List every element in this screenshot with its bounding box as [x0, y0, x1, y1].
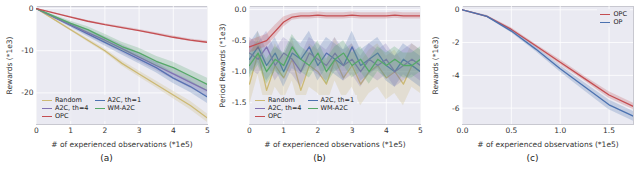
html-text:Random: Random [268, 96, 295, 104]
svg-text:-2: -2 [452, 38, 460, 47]
html-text:Random: Random [55, 96, 82, 104]
svg-text:Rewards (*1e3): Rewards (*1e3) [431, 36, 440, 94]
svg-text:0: 0 [29, 4, 34, 13]
html-text:A2C, th=4: A2C, th=4 [268, 104, 302, 112]
html-text:(c): (c) [526, 153, 539, 163]
html-text:A2C, th=1: A2C, th=1 [107, 96, 141, 104]
svg-text:1.5: 1.5 [603, 126, 615, 135]
svg-text:2: 2 [316, 126, 321, 135]
svg-text:4: 4 [171, 126, 176, 135]
svg-text:0: 0 [34, 126, 39, 135]
svg-text:4: 4 [384, 126, 389, 135]
svg-text:2: 2 [103, 126, 108, 135]
svg-text:# of experienced observations: # of experienced observations (*1e5) [264, 140, 405, 149]
svg-text:3: 3 [350, 126, 355, 135]
svg-text:0.5: 0.5 [505, 126, 517, 135]
html-text:OPC: OPC [268, 112, 282, 120]
html-text:WM-A2C: WM-A2C [320, 104, 348, 112]
html-text:A2C, th=4: A2C, th=4 [55, 104, 89, 112]
svg-text:0: 0 [247, 126, 252, 135]
svg-text:0.0: 0.0 [457, 126, 469, 135]
html-text:A2C, th=1: A2C, th=1 [320, 96, 354, 104]
html-text:WM-A2C: WM-A2C [107, 104, 135, 112]
svg-text:0.0: 0.0 [235, 5, 247, 14]
svg-text:0: 0 [455, 5, 460, 14]
html-text:(b): (b) [313, 153, 326, 163]
svg-text:-0.5: -0.5 [232, 36, 247, 45]
svg-text:3: 3 [137, 126, 142, 135]
svg-text:Period Rewards (*1e3): Period Rewards (*1e3) [218, 24, 227, 108]
html-text:OP: OP [613, 18, 623, 26]
svg-text:-10: -10 [21, 46, 33, 55]
svg-text:-1.0: -1.0 [232, 67, 247, 76]
html-text:(a): (a) [100, 153, 113, 163]
svg-text:-1.5: -1.5 [232, 98, 247, 107]
svg-text:5: 5 [205, 126, 210, 135]
svg-text:5: 5 [418, 126, 423, 135]
svg-text:# of experienced observations: # of experienced observations (*1e5) [51, 140, 192, 149]
html-text:OPC: OPC [55, 112, 69, 120]
html-text:OPC: OPC [613, 10, 627, 18]
svg-text:Rewards (*1e3): Rewards (*1e3) [5, 36, 14, 94]
svg-text:1: 1 [281, 126, 286, 135]
svg-text:-6: -6 [452, 104, 460, 113]
svg-text:# of experienced observations: # of experienced observations (*1e5) [477, 140, 618, 149]
svg-text:-4: -4 [452, 71, 460, 80]
svg-text:1: 1 [68, 126, 73, 135]
svg-text:-20: -20 [21, 88, 33, 97]
svg-text:1.0: 1.0 [554, 126, 566, 135]
